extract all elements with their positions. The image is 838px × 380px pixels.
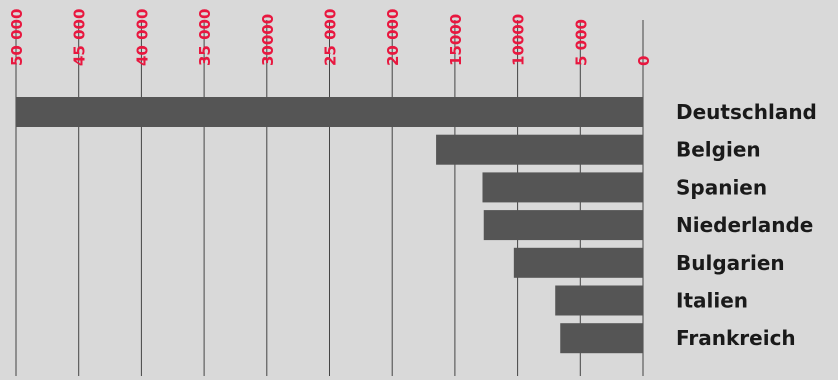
x-tick-label: 30000 xyxy=(259,14,277,66)
category-label-bulgarien: Bulgarien xyxy=(676,251,785,275)
x-tick-label: 45 000 xyxy=(71,9,89,66)
x-tick-label: 15000 xyxy=(447,14,465,66)
bar-belgien xyxy=(436,134,643,165)
category-label-italien: Italien xyxy=(676,289,748,313)
category-label-belgien: Belgien xyxy=(676,138,761,162)
bar-spanien xyxy=(482,172,643,203)
x-tick-label: 35 000 xyxy=(196,9,214,66)
bar-bulgarien xyxy=(513,247,643,278)
bar-niederlande xyxy=(483,210,643,241)
category-labels: Deutschland Belgien Spanien Niederlande Bulg… xyxy=(676,100,817,350)
x-tick-label: 25 000 xyxy=(322,9,340,66)
category-label-niederlande: Niederlande xyxy=(676,213,813,237)
x-tick-label: 40 000 xyxy=(133,9,151,66)
x-tick-label: 0 xyxy=(635,56,653,66)
bar-layer xyxy=(16,97,643,354)
category-label-deutschland: Deutschland xyxy=(676,100,817,124)
x-tick-label: 50 000 xyxy=(8,9,26,66)
bar-frankreich xyxy=(560,323,643,354)
x-tick-label: 10000 xyxy=(510,14,528,66)
category-label-frankreich: Frankreich xyxy=(676,326,796,350)
x-tick-label: 5 000 xyxy=(572,19,590,66)
x-tick-label: 20 000 xyxy=(384,9,402,66)
tick-labels: 50 000 45 000 40 000 35 000 30000 25 000 20 00… xyxy=(8,9,653,66)
bar-deutschland xyxy=(16,97,643,127)
bar-italien xyxy=(555,285,643,316)
category-label-spanien: Spanien xyxy=(676,175,767,199)
